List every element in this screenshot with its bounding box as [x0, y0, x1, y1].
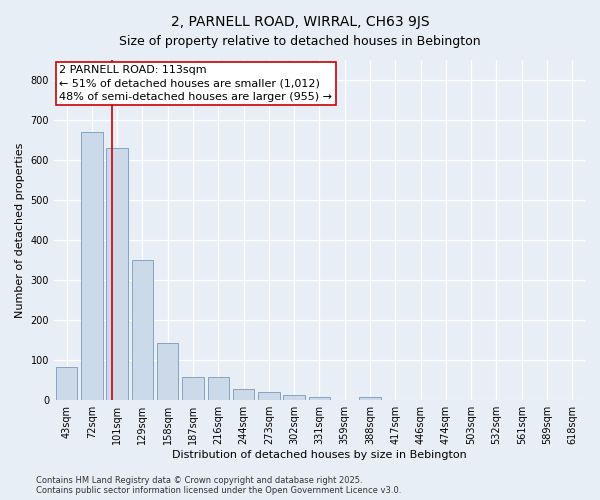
- Bar: [359, 398, 381, 400]
- Bar: [81, 132, 103, 400]
- Bar: [258, 392, 280, 400]
- Bar: [233, 389, 254, 400]
- Bar: [309, 398, 330, 400]
- Bar: [131, 260, 153, 400]
- Text: Size of property relative to detached houses in Bebington: Size of property relative to detached ho…: [119, 35, 481, 48]
- Text: 2, PARNELL ROAD, WIRRAL, CH63 9JS: 2, PARNELL ROAD, WIRRAL, CH63 9JS: [170, 15, 430, 29]
- Bar: [106, 148, 128, 400]
- Bar: [56, 367, 77, 400]
- X-axis label: Distribution of detached houses by size in Bebington: Distribution of detached houses by size …: [172, 450, 467, 460]
- Y-axis label: Number of detached properties: Number of detached properties: [15, 142, 25, 318]
- Text: 2 PARNELL ROAD: 113sqm
← 51% of detached houses are smaller (1,012)
48% of semi-: 2 PARNELL ROAD: 113sqm ← 51% of detached…: [59, 65, 332, 102]
- Text: Contains HM Land Registry data © Crown copyright and database right 2025.
Contai: Contains HM Land Registry data © Crown c…: [36, 476, 401, 495]
- Bar: [283, 395, 305, 400]
- Bar: [182, 377, 204, 400]
- Bar: [208, 377, 229, 400]
- Bar: [157, 343, 178, 400]
